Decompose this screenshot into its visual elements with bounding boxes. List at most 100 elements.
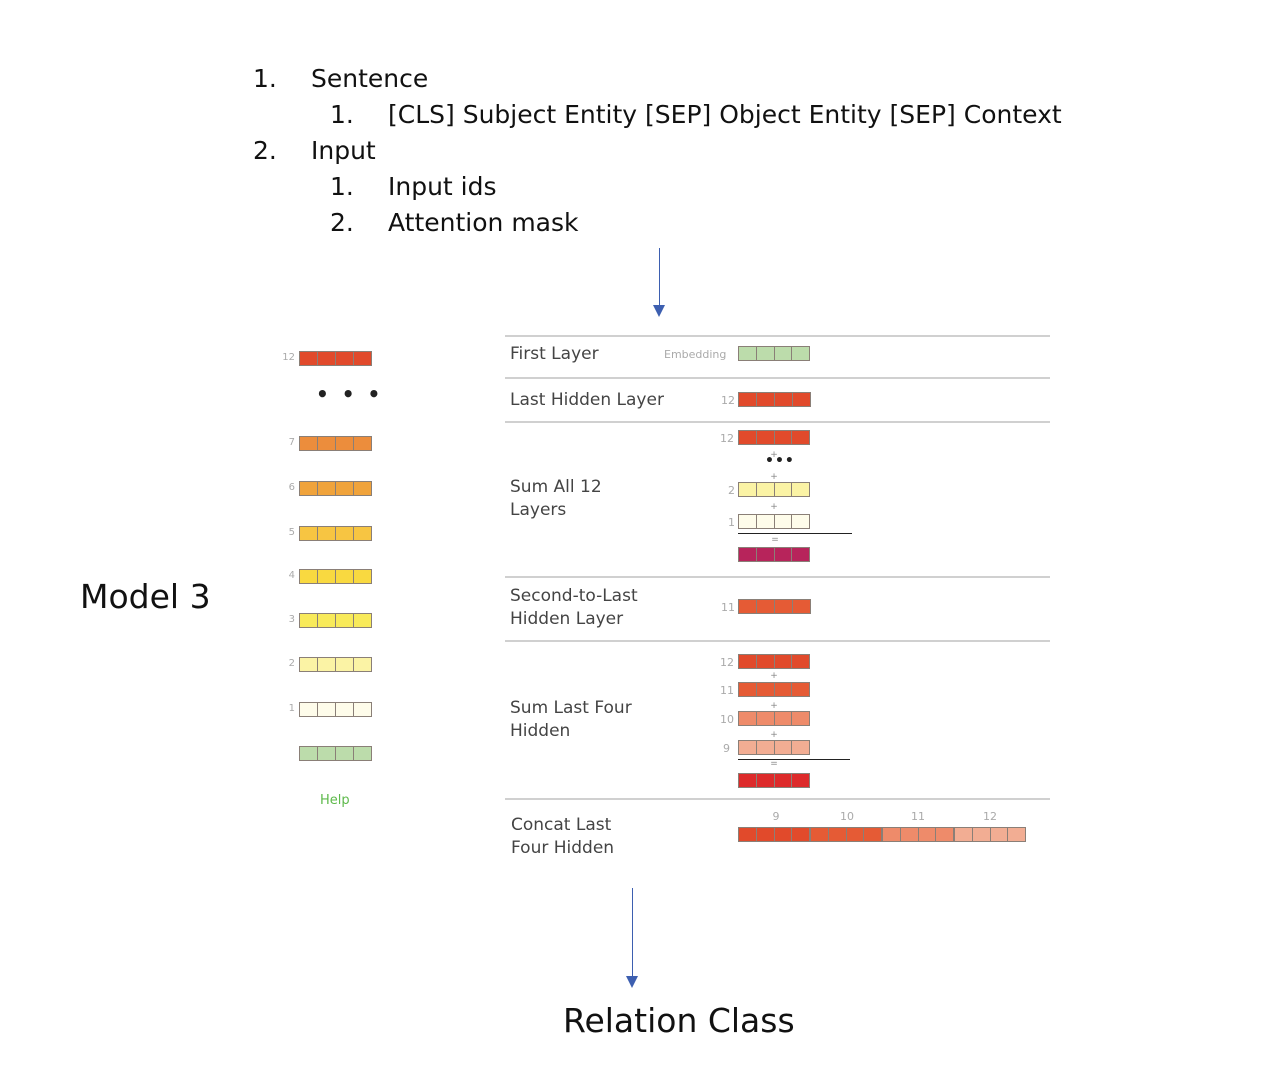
vector-cell [739,655,757,668]
vector-cell [846,828,865,841]
vector-cell [354,352,371,365]
divider [505,421,1050,423]
vector-cell [756,828,775,841]
vector-cell [774,483,793,496]
strategy-first-layer-label: First Layer [510,344,599,364]
vector-cell [354,482,371,495]
concat-tick: 10 [840,810,854,823]
vector-cell [300,658,318,671]
vector-cell [774,347,793,360]
concat-vector-segment-d [954,827,1026,842]
vector-cell [756,548,775,561]
vector-cell [990,828,1009,841]
plus-sign: + [770,671,778,681]
vector-cell [793,600,810,613]
vector-cell [354,658,371,671]
divider [505,335,1050,337]
layer-index: 6 [288,482,295,493]
embedding-sublabel: Embedding [664,348,727,361]
layer-vector-7 [299,436,372,451]
vector-cell [792,515,809,528]
vector-cell [318,482,336,495]
equals-sign: = [770,759,778,769]
model-label: Model 3 [80,577,211,616]
outline-number: 1. [330,100,354,129]
outline-item-input-ids: Input ids [388,172,497,201]
sum-all-result-vector [738,547,810,562]
vector-cell [972,828,991,841]
vector-cell [318,437,336,450]
vector-cell [739,393,757,406]
sum-four-vector-10 [738,711,810,726]
vector-cell [354,703,371,716]
layer-index: 9 [723,742,730,755]
vector-cell [336,747,354,760]
vector-cell [318,352,336,365]
vector-cell [300,747,318,760]
layer-index: 12 [282,352,295,363]
strategy-second-to-last-label: Second-to-Last Hidden Layer [510,586,638,629]
concat-vector-segment-b [810,827,882,842]
vector-cell [300,352,318,365]
vector-cell [354,747,371,760]
vector-cell [318,703,336,716]
layer-index: 1 [288,703,295,714]
vector-cell [354,437,371,450]
vector-cell [792,683,809,696]
layer-index: 2 [728,484,735,497]
vector-cell [336,658,354,671]
vector-cell [739,600,757,613]
layer-index: 11 [720,684,734,697]
vector-cell [300,437,318,450]
layer-vector-6 [299,481,372,496]
vector-cell [300,482,318,495]
layer-vector-4 [299,569,372,584]
vector-cell [336,352,354,365]
vector-cell [792,712,809,725]
layer-vector-12 [299,351,372,366]
sum-line [738,759,850,760]
vector-cell [756,774,775,787]
vector-cell [792,655,809,668]
sum-all-vector-1 [738,514,810,529]
vector-cell [900,828,919,841]
arrow-down-top [659,248,660,306]
vector-cell [756,741,775,754]
outline-number: 2. [253,136,277,165]
vector-cell [774,655,793,668]
plus-sign: + [770,450,778,460]
vector-cell [811,828,829,841]
layer-vector-5 [299,526,372,541]
divider [505,377,1050,379]
divider [505,798,1050,800]
vector-cell [756,347,775,360]
vector-cell [792,741,809,754]
equals-sign: = [771,535,779,545]
arrow-down-bottom [632,888,633,977]
vector-cell [739,515,757,528]
vector-cell [793,393,810,406]
vector-cell [918,828,937,841]
layer-index: 1 [728,516,735,529]
vector-cell [756,431,775,444]
first-layer-vector [738,346,810,361]
sum-four-vector-12 [738,654,810,669]
vector-cell [955,828,973,841]
outline-item-input: Input [311,136,376,165]
strategy-last-hidden-label: Last Hidden Layer [510,390,664,410]
vector-cell [792,828,809,841]
vector-cell [739,774,757,787]
outline-number: 2. [330,208,354,237]
vector-cell [883,828,901,841]
vector-cell [354,527,371,540]
plus-sign: + [770,701,778,711]
plus-sign: + [770,502,778,512]
vector-cell [739,483,757,496]
vector-cell [300,570,318,583]
vector-cell [775,393,793,406]
layer-vector-3 [299,613,372,628]
vector-cell [792,483,809,496]
vector-cell [756,712,775,725]
vector-cell [318,570,336,583]
help-label: Help [320,793,350,808]
